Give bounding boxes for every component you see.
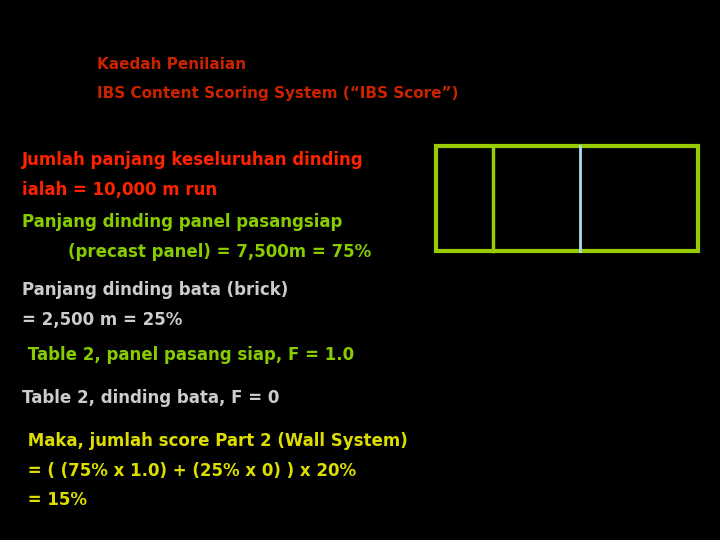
Text: (precast panel) = 7,500m = 75%: (precast panel) = 7,500m = 75% [22, 243, 371, 261]
Text: Maka, jumlah score Part 2 (Wall System): Maka, jumlah score Part 2 (Wall System) [22, 432, 408, 450]
Text: Jumlah panjang keseluruhan dinding: Jumlah panjang keseluruhan dinding [22, 151, 363, 169]
Bar [436, 146, 698, 251]
Text: Panjang dinding bata (brick): Panjang dinding bata (brick) [22, 281, 288, 299]
Text: = 15%: = 15% [22, 491, 86, 509]
Text: = 2,500 m = 25%: = 2,500 m = 25% [22, 310, 182, 328]
Text: Kaedah Penilaian: Kaedah Penilaian [97, 57, 246, 72]
Text: IBS Content Scoring System (“IBS Score”): IBS Content Scoring System (“IBS Score”) [97, 86, 459, 102]
Text: = ( (75% x 1.0) + (25% x 0) ) x 20%: = ( (75% x 1.0) + (25% x 0) ) x 20% [22, 462, 356, 480]
Text: Table 2, panel pasang siap, F = 1.0: Table 2, panel pasang siap, F = 1.0 [22, 346, 354, 363]
Text: Table 2, dinding bata, F = 0: Table 2, dinding bata, F = 0 [22, 389, 279, 407]
Text: ialah = 10,000 m run: ialah = 10,000 m run [22, 181, 217, 199]
Text: Panjang dinding panel pasangsiap: Panjang dinding panel pasangsiap [22, 213, 342, 231]
